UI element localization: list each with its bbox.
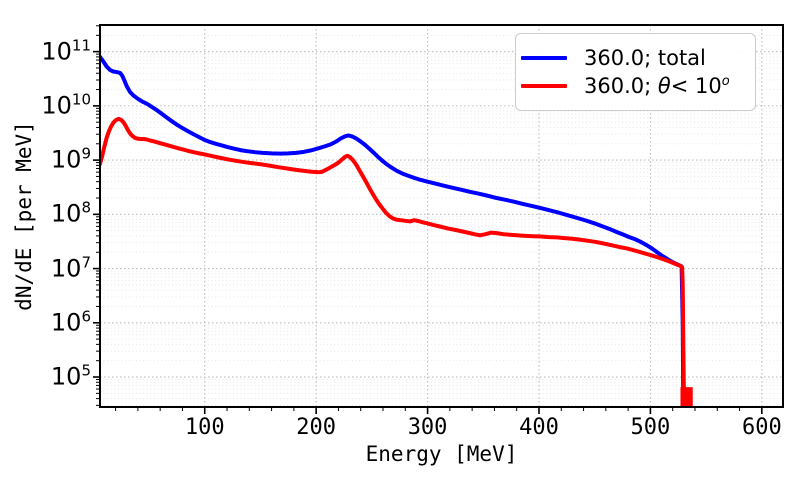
x-tick-label: 300 [407, 415, 448, 440]
curve-total [100, 54, 686, 407]
x-tick-label: 600 [741, 415, 782, 440]
y-tick-label: 109 [50, 144, 91, 174]
plot-border [99, 24, 784, 408]
x-axis-label: Energy [MeV] [365, 442, 518, 466]
y-tick-label: 105 [50, 361, 91, 391]
y-tick-label: 1010 [41, 90, 91, 120]
x-tick-label: 200 [296, 415, 337, 440]
curve-theta [100, 116, 686, 390]
y-tick-label: 1011 [41, 36, 91, 66]
y-axis-label: dN/dE [per MeV] [12, 121, 36, 311]
y-tick-label: 107 [50, 253, 91, 283]
x-tick-label: 500 [630, 415, 671, 440]
legend-line-sample-red [521, 83, 567, 89]
legend-entry-theta: 360.0; θ< 10o [521, 72, 741, 100]
legend-line-sample-blue [521, 55, 567, 61]
legend: 360.0; total 360.0; θ< 10o [515, 33, 756, 111]
x-tick-label: 100 [184, 415, 225, 440]
legend-entry-total: 360.0; total [521, 44, 741, 72]
x-tick-label: 400 [519, 415, 559, 440]
y-tick-label: 108 [50, 198, 91, 228]
legend-label-theta: 360.0; θ< 10o [584, 73, 730, 98]
y-tick-label: 106 [50, 307, 91, 337]
curve-theta-end-block [680, 387, 693, 407]
legend-label-total: 360.0; total [584, 45, 706, 70]
